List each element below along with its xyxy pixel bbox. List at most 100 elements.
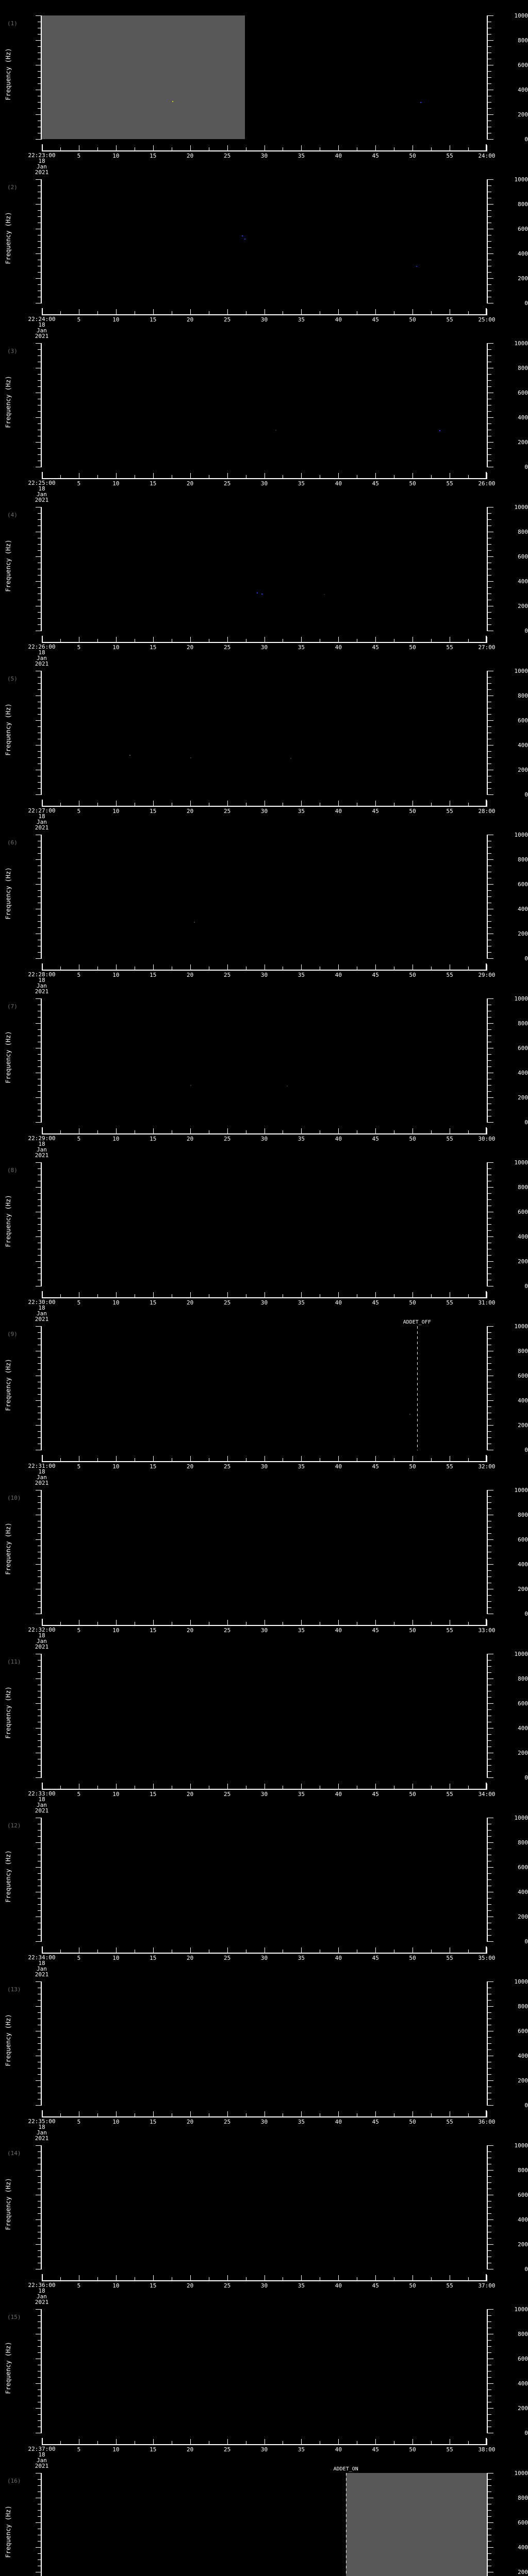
plot-area[interactable] bbox=[42, 1162, 487, 1286]
y-axis-title: Frequency (Hz) bbox=[5, 2505, 12, 2558]
right-axis-tick bbox=[488, 386, 491, 387]
right-axis-tick bbox=[488, 2389, 491, 2390]
plot-area[interactable] bbox=[42, 343, 487, 467]
y-axis-tick-label: 400 bbox=[518, 578, 528, 585]
x-axis-tick-label: 45 bbox=[372, 1955, 379, 1961]
right-axis-tick bbox=[488, 1935, 491, 1936]
right-axis-tick bbox=[488, 1122, 493, 1123]
plot-area[interactable] bbox=[42, 835, 487, 958]
y-axis-tick bbox=[38, 210, 41, 211]
plot-area[interactable] bbox=[42, 15, 487, 139]
y-axis-tick bbox=[38, 2321, 41, 2322]
right-axis-tick bbox=[488, 355, 491, 356]
y-axis-tick-label: 200 bbox=[518, 1750, 528, 1756]
plot-area[interactable] bbox=[42, 1654, 487, 1777]
y-axis-tick bbox=[38, 2012, 41, 2013]
y-axis-tick bbox=[36, 253, 41, 254]
x-axis-tick-label: 50 bbox=[409, 1299, 416, 1306]
y-axis-tick bbox=[36, 1236, 41, 1237]
y-axis-tick bbox=[38, 1332, 41, 1333]
y-axis-title: Frequency (Hz) bbox=[5, 1359, 12, 1411]
plot-area[interactable] bbox=[42, 2473, 487, 2576]
plot-area[interactable] bbox=[42, 507, 487, 631]
x-axis-tick bbox=[301, 2111, 302, 2116]
x-axis-endcap bbox=[42, 472, 43, 478]
right-axis-tick bbox=[488, 1734, 491, 1735]
plot-area[interactable] bbox=[42, 1326, 487, 1450]
y-axis-tick bbox=[38, 1431, 41, 1432]
x-axis-tick-label: 25 bbox=[223, 2119, 231, 2125]
y-axis-tick bbox=[36, 2006, 41, 2007]
x-axis-tick bbox=[97, 311, 98, 314]
x-axis-tick bbox=[190, 473, 191, 478]
plot-area[interactable] bbox=[42, 1490, 487, 1614]
x-axis-endcap bbox=[486, 2110, 487, 2116]
x-axis-tick-label: 5 bbox=[77, 1136, 81, 1142]
plot-area[interactable] bbox=[42, 1818, 487, 1941]
x-axis-start-datetime: 22:32:00 18 Jan 2021 bbox=[28, 1626, 56, 1650]
y-axis-tick bbox=[36, 2309, 41, 2310]
y-axis-tick bbox=[36, 1981, 41, 1982]
y-axis-tick bbox=[38, 1066, 41, 1067]
plot-area[interactable] bbox=[42, 1981, 487, 2105]
y-axis-tick bbox=[36, 1122, 41, 1123]
y-axis-title: Frequency (Hz) bbox=[5, 2342, 12, 2394]
x-axis-tick-label: 35 bbox=[298, 644, 305, 651]
right-axis-tick bbox=[488, 618, 491, 619]
right-axis-tick bbox=[488, 349, 491, 350]
y-axis-line bbox=[41, 1654, 42, 1778]
plot-area[interactable] bbox=[42, 671, 487, 794]
y-axis-tick bbox=[38, 1904, 41, 1905]
x-axis-tick bbox=[190, 2439, 191, 2444]
y-axis-tick bbox=[36, 1400, 41, 1401]
y-axis-line bbox=[41, 1490, 42, 1614]
x-axis-tick bbox=[60, 1950, 61, 1953]
y-axis-tick-label: 800 bbox=[518, 365, 528, 371]
right-axis-tick bbox=[488, 683, 491, 684]
right-axis-tick bbox=[488, 1502, 491, 1503]
y-axis-title: Frequency (Hz) bbox=[5, 539, 12, 592]
x-axis-tick-label: 55 bbox=[446, 1791, 453, 1798]
x-axis-tick-label: 10 bbox=[112, 644, 120, 651]
y-axis-tick bbox=[38, 1369, 41, 1370]
x-axis-end-time-label: 32:00 bbox=[478, 1463, 496, 1470]
y-axis-tick-label: 0 bbox=[524, 464, 528, 470]
x-axis-tick bbox=[97, 1294, 98, 1297]
y-axis-tick bbox=[38, 2315, 41, 2316]
right-axis-tick bbox=[488, 1431, 491, 1432]
plot-area[interactable] bbox=[42, 179, 487, 303]
y-axis-tick-label: 1000 bbox=[514, 1651, 528, 1657]
x-axis-tick bbox=[60, 967, 61, 970]
x-axis-tick bbox=[431, 2441, 432, 2444]
x-axis-endcap bbox=[42, 1127, 43, 1133]
y-axis-tick-label: 0 bbox=[524, 300, 528, 307]
right-axis-line bbox=[487, 507, 488, 631]
y-axis-tick-label: 600 bbox=[518, 62, 528, 69]
y-axis-tick bbox=[38, 454, 41, 455]
y-axis-tick-label: 400 bbox=[518, 1561, 528, 1568]
right-axis-tick bbox=[488, 216, 491, 217]
y-axis-tick-label: 600 bbox=[518, 2519, 528, 2526]
plot-area[interactable] bbox=[42, 998, 487, 1122]
x-axis-tick bbox=[431, 1130, 432, 1133]
plot-area[interactable] bbox=[42, 2309, 487, 2433]
panel-index-label: (7) bbox=[7, 1003, 18, 1010]
right-axis-tick bbox=[488, 1437, 491, 1438]
x-axis-tick bbox=[375, 1620, 376, 1625]
x-axis-tick bbox=[412, 1292, 414, 1297]
x-axis-endcap bbox=[486, 1291, 487, 1297]
y-axis-tick bbox=[38, 46, 41, 47]
y-axis-tick bbox=[38, 550, 41, 551]
right-axis-tick bbox=[488, 1029, 491, 1030]
y-axis-tick-label: 400 bbox=[518, 2053, 528, 2059]
x-axis-tick-label: 15 bbox=[150, 152, 157, 159]
x-axis-tick-label: 45 bbox=[372, 1463, 379, 1470]
right-axis-line bbox=[487, 671, 488, 795]
right-axis-tick bbox=[488, 2244, 493, 2245]
x-axis-tick-label: 5 bbox=[77, 1299, 81, 1306]
x-axis-tick-label: 5 bbox=[77, 1955, 81, 1961]
x-axis-endcap bbox=[42, 2438, 43, 2444]
right-axis-tick bbox=[488, 794, 493, 795]
right-axis-tick bbox=[488, 2105, 493, 2106]
plot-area[interactable] bbox=[42, 2145, 487, 2269]
